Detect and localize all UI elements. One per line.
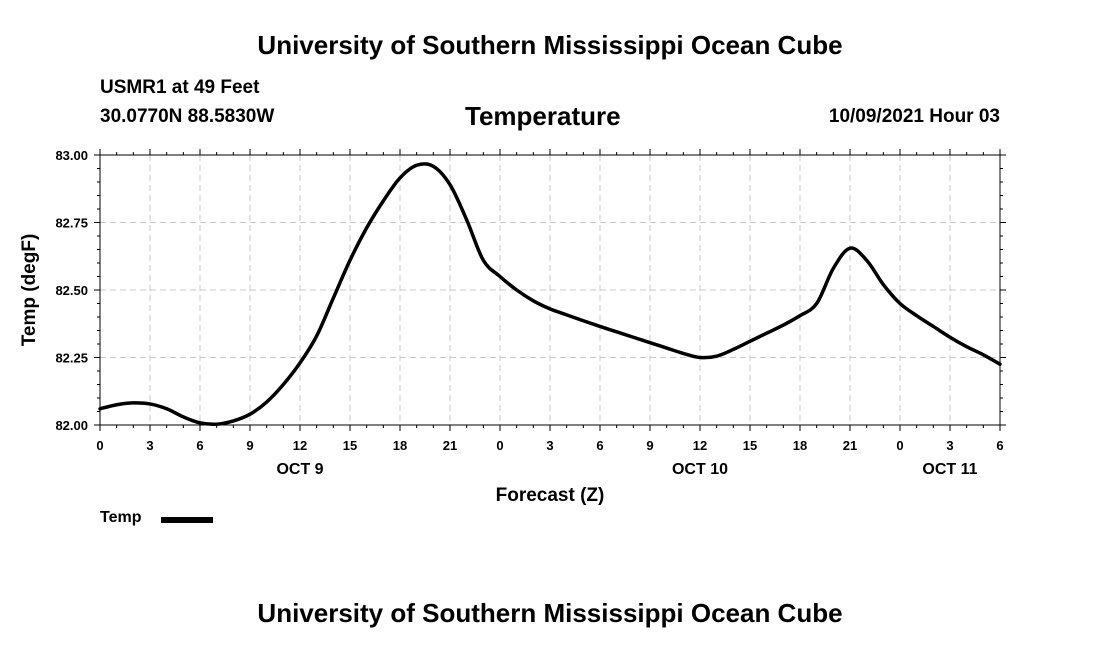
chart-title: Temperature [465, 101, 621, 131]
coordinates-label: 30.0770N 88.5830W [100, 106, 275, 127]
series-line-temp [98, 162, 1002, 427]
x-tick-label: 0 [96, 438, 103, 453]
x-day-label: OCT 10 [672, 461, 728, 478]
x-tick-label: 3 [146, 438, 153, 453]
x-tick-label: 21 [843, 438, 857, 453]
x-tick-label: 9 [246, 438, 253, 453]
x-tick-label: 6 [196, 438, 203, 453]
x-tick-label: 12 [293, 438, 307, 453]
x-axis-title: Forecast (Z) [496, 485, 605, 506]
y-tick-label: 83.00 [55, 148, 88, 163]
x-day-label: OCT 11 [922, 461, 977, 478]
x-tick-label: 3 [946, 438, 953, 453]
station-label: USMR1 at 49 Feet [100, 77, 260, 98]
x-tick-label: 0 [896, 438, 903, 453]
legend-label: Temp [100, 509, 142, 526]
x-tick-label: 3 [546, 438, 553, 453]
x-tick-label: 0 [496, 438, 503, 453]
x-tick-label: 21 [443, 438, 457, 453]
x-tick-label: 18 [793, 438, 807, 453]
x-tick-label: 18 [393, 438, 407, 453]
page-title: University of Southern Mississippi Ocean… [257, 30, 843, 60]
x-tick-label: 9 [646, 438, 653, 453]
y-tick-label: 82.25 [55, 351, 88, 366]
y-tick-label: 82.75 [55, 216, 88, 231]
x-tick-label: 6 [596, 438, 603, 453]
y-tick-label: 82.50 [55, 283, 88, 298]
x-day-label: OCT 9 [276, 461, 323, 478]
y-axis-title: Temp (degF) [19, 234, 40, 347]
x-tick-label: 12 [693, 438, 707, 453]
legend-swatch [161, 517, 213, 523]
x-tick-label: 15 [343, 438, 357, 453]
x-tick-label: 15 [743, 438, 757, 453]
footer-title: University of Southern Mississippi Ocean… [257, 598, 843, 628]
x-tick-label: 6 [996, 438, 1003, 453]
y-tick-label: 82.00 [55, 418, 88, 433]
datetime-label: 10/09/2021 Hour 03 [828, 106, 1000, 127]
